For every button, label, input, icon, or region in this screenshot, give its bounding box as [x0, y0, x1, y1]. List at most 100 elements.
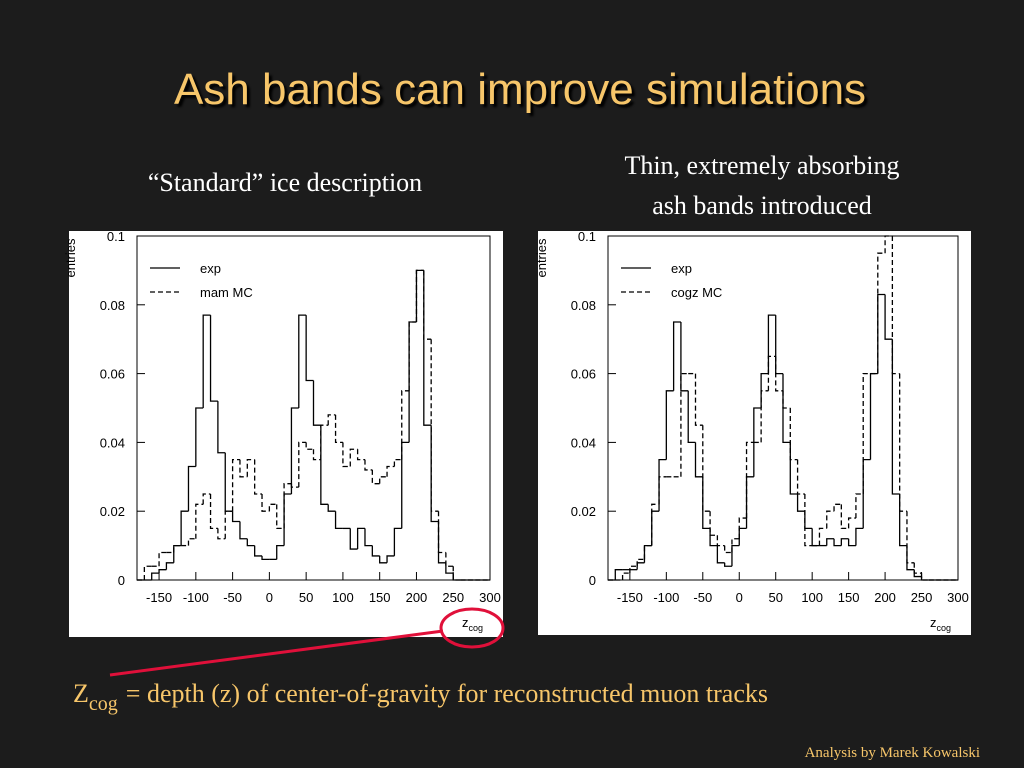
legend-label: mam MC [200, 285, 253, 300]
histogram-step [342, 442, 351, 468]
x-tick-label: 200 [874, 590, 896, 605]
histogram-step [760, 390, 769, 443]
histogram-step [290, 483, 299, 488]
x-tick-label: -50 [223, 590, 242, 605]
y-tick-label: 0.08 [100, 298, 125, 313]
histogram-step [364, 528, 373, 547]
x-axis-label: zcog [930, 615, 951, 633]
footer: Analysis by Marek Kowalski [805, 745, 980, 761]
histogram-step [745, 441, 754, 519]
histogram-step [415, 269, 424, 322]
histogram-step [327, 414, 336, 426]
histogram-step [760, 372, 769, 408]
x-tick-label: 100 [801, 590, 823, 605]
histogram-step [349, 528, 358, 550]
legend-label: exp [200, 261, 221, 276]
histogram-step [151, 572, 160, 580]
histogram-step [209, 494, 218, 530]
x-tick-label: 250 [911, 590, 933, 605]
annotation-text: = depth (z) of center-of-gravity for rec… [126, 679, 768, 708]
x-axis-label-sub: cog [469, 623, 484, 633]
histogram-step [423, 270, 432, 340]
histogram-step [614, 569, 623, 580]
histogram-step [658, 476, 667, 505]
histogram-step [379, 476, 388, 484]
histogram-step [261, 494, 270, 512]
histogram-step [716, 545, 725, 564]
histogram-step [709, 528, 718, 547]
x-tick-label: 150 [369, 590, 391, 605]
histogram-step [877, 252, 886, 374]
histogram-step [775, 356, 783, 392]
x-tick-label: -150 [146, 590, 172, 605]
histogram-step [724, 562, 732, 567]
histogram-step [261, 555, 270, 561]
x-axis-label-main: z [930, 615, 937, 630]
histogram-step [818, 527, 827, 546]
x-tick-label: -100 [183, 590, 209, 605]
histogram-step [884, 235, 893, 254]
histogram-step [386, 555, 395, 563]
chart-caption: ash bands introduced [652, 191, 872, 220]
highlight-ellipse [439, 607, 505, 649]
histogram-step [833, 503, 842, 512]
histogram-step [445, 562, 454, 574]
histogram-step [254, 545, 263, 557]
histogram-step [364, 459, 373, 471]
histogram-step [796, 459, 805, 495]
x-tick-label: 200 [406, 590, 428, 605]
histogram-step [334, 414, 343, 444]
x-axis-label-sub: cog [937, 623, 952, 633]
histogram-step [173, 544, 182, 553]
histogram-step [826, 538, 835, 546]
histogram-step [187, 538, 196, 546]
histogram-step [393, 458, 402, 467]
chart-panel [538, 231, 971, 635]
x-tick-label: -150 [617, 590, 643, 605]
histogram-step [862, 372, 871, 494]
histogram-step [789, 408, 798, 461]
annotation-symbol: Z [73, 679, 89, 708]
histogram-step [312, 449, 321, 461]
histogram-step [680, 322, 689, 392]
histogram-step [665, 390, 674, 460]
histogram-step [393, 527, 402, 556]
histogram-step [899, 373, 907, 512]
histogram-step [687, 390, 696, 444]
histogram-step [796, 494, 805, 512]
y-tick-label: 0.1 [578, 229, 596, 244]
histogram-step [694, 442, 703, 478]
y-tick-label: 0.02 [571, 504, 596, 519]
x-tick-label: 50 [768, 590, 782, 605]
x-tick-label: -50 [693, 590, 712, 605]
histogram-step [833, 538, 842, 547]
histogram-step [224, 510, 233, 539]
histogram-step [651, 503, 660, 546]
histogram-step [920, 573, 929, 581]
histogram-step [371, 545, 380, 557]
histogram-step [891, 236, 900, 375]
histogram-step [231, 458, 240, 512]
histogram-step [716, 535, 725, 547]
legend-label: cogz MC [671, 285, 722, 300]
y-tick-label: 0.06 [571, 367, 596, 382]
histogram-step [283, 483, 292, 529]
histogram-step [217, 401, 226, 454]
histogram-step [782, 390, 791, 409]
y-tick-label: 0.04 [100, 435, 125, 450]
histogram-step [672, 321, 681, 391]
histogram-step [643, 544, 652, 560]
histogram-step [884, 294, 893, 340]
histogram-step [239, 459, 248, 478]
y-tick-label: 0 [589, 573, 596, 588]
histogram-step [276, 504, 285, 530]
histogram-step [268, 503, 277, 512]
histogram-step [430, 425, 439, 523]
histogram-step [738, 517, 747, 539]
x-tick-label: -100 [653, 590, 679, 605]
plot-frame [136, 235, 491, 581]
histogram-step [855, 527, 864, 546]
histogram-step [158, 569, 167, 574]
histogram-step [356, 449, 365, 461]
histogram-step [276, 544, 285, 560]
